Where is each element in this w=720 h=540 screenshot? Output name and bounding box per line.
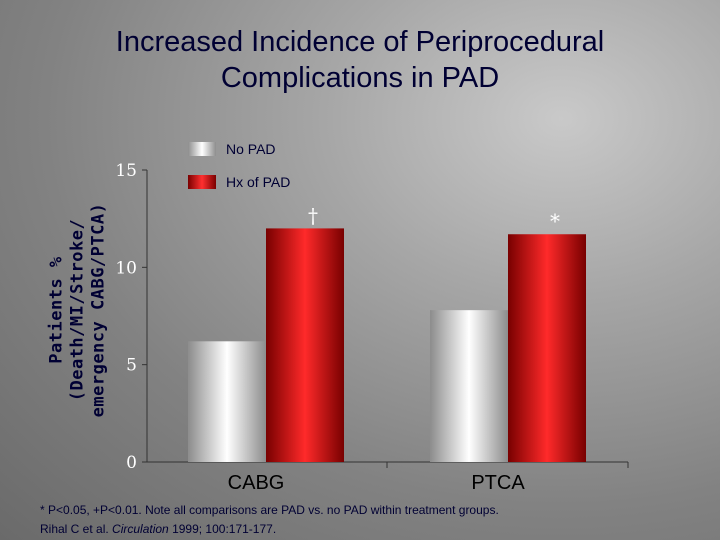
chart-title: Increased Incidence of Periprocedural Co… [40,24,680,96]
title-line-2: Complications in PAD [220,62,500,94]
legend-item-hx-of-pad: Hx of PAD [188,174,290,190]
y-tick-label: 0 [126,453,137,473]
legend-label-no-pad: No PAD [226,141,276,157]
y-tick-label: 10 [115,258,137,278]
footnote-line-1: * P<0.05, +P<0.01. Note all comparisons … [40,503,499,517]
title-line-1: Increased Incidence of Periprocedural [115,26,605,58]
legend-swatch-hx-of-pad [188,175,216,189]
citation-journal: Circulation [112,522,169,536]
legend-item-no-pad: No PAD [188,141,276,157]
bar-annotation-ptca: * [550,209,560,233]
y-tick-label: 5 [126,356,137,376]
citation-details: 1999; 100:171-177. [168,522,277,536]
citation-authors: Rihal C et al. [40,522,113,536]
x-category-label-cabg: CABG [228,472,285,494]
legend-swatch-no-pad [188,142,216,156]
footnote-line-2: Rihal C et al. Circulation 1999; 100:171… [40,520,700,539]
bar-cabg-no-pad [188,341,266,462]
bar-ptca-no-pad [430,310,508,462]
legend-label-hx-of-pad: Hx of PAD [226,174,291,190]
y-tick-label: 15 [115,161,137,181]
bar-cabg-hx-of-pad [266,228,344,462]
bar-annotation-cabg: † [308,203,318,227]
footnote: * P<0.05, +P<0.01. Note all comparisons … [40,501,700,539]
bar-ptca-hx-of-pad [508,234,586,462]
x-category-label-ptca: PTCA [471,472,525,494]
